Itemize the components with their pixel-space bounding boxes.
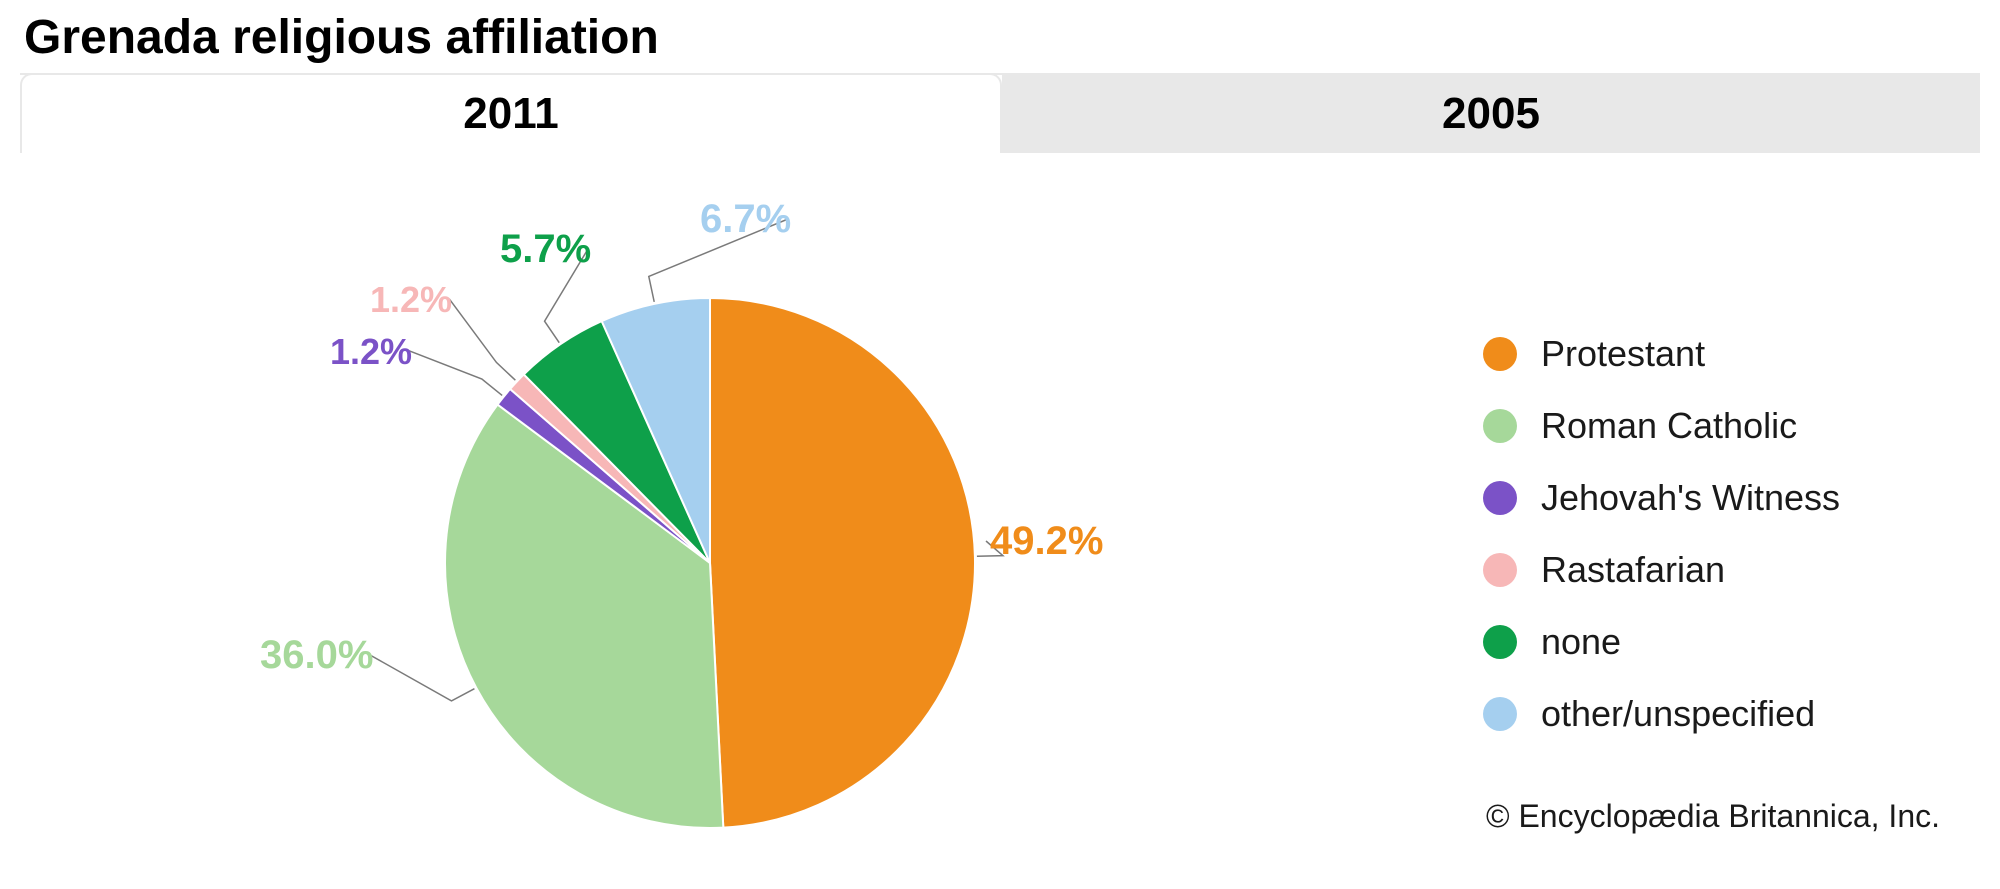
- pie-chart-svg: [220, 183, 1120, 833]
- slice-percent-label: 49.2%: [990, 519, 1103, 564]
- legend-swatch: [1483, 409, 1517, 443]
- tab-2011[interactable]: 2011: [20, 73, 1002, 153]
- year-tabs: 2011 2005: [20, 73, 1980, 153]
- chart-body: 49.2% 36.0% 1.2% 1.2% 5.7% 6.7% Protestant Rom…: [20, 153, 1980, 853]
- slice-percent-label: 6.7%: [700, 197, 791, 242]
- legend-item: Protestant: [1483, 333, 1840, 375]
- legend-label: none: [1541, 621, 1621, 663]
- slice-percent-label: 1.2%: [330, 331, 412, 373]
- slice-percent-label: 1.2%: [370, 279, 452, 321]
- leader-line: [449, 299, 515, 380]
- legend-swatch: [1483, 625, 1517, 659]
- legend-item: other/unspecified: [1483, 693, 1840, 735]
- legend-swatch: [1483, 337, 1517, 371]
- legend-label: other/unspecified: [1541, 693, 1815, 735]
- legend-swatch: [1483, 553, 1517, 587]
- slice-percent-label: 5.7%: [500, 227, 591, 272]
- legend-label: Roman Catholic: [1541, 405, 1797, 447]
- legend: Protestant Roman Catholic Jehovah's Witnes…: [1483, 333, 1840, 735]
- pie-slice: [710, 298, 975, 828]
- legend-label: Jehovah's Witness: [1541, 477, 1840, 519]
- pie-chart-area: 49.2% 36.0% 1.2% 1.2% 5.7% 6.7%: [220, 183, 1120, 833]
- chart-title: Grenada religious affiliation: [24, 10, 1980, 65]
- tab-label: 2011: [463, 89, 558, 139]
- legend-swatch: [1483, 481, 1517, 515]
- leader-line: [409, 351, 502, 396]
- legend-item: Jehovah's Witness: [1483, 477, 1840, 519]
- tab-label: 2005: [1442, 89, 1540, 139]
- legend-label: Rastafarian: [1541, 549, 1725, 591]
- legend-item: none: [1483, 621, 1840, 663]
- legend-swatch: [1483, 697, 1517, 731]
- slice-percent-label: 36.0%: [260, 633, 373, 678]
- tab-2005[interactable]: 2005: [1002, 75, 1980, 153]
- copyright-credit: © Encyclopædia Britannica, Inc.: [1486, 798, 1940, 835]
- legend-label: Protestant: [1541, 333, 1705, 375]
- legend-item: Rastafarian: [1483, 549, 1840, 591]
- legend-item: Roman Catholic: [1483, 405, 1840, 447]
- figure-container: Grenada religious affiliation 2011 2005 …: [0, 0, 2000, 889]
- leader-line: [370, 655, 474, 701]
